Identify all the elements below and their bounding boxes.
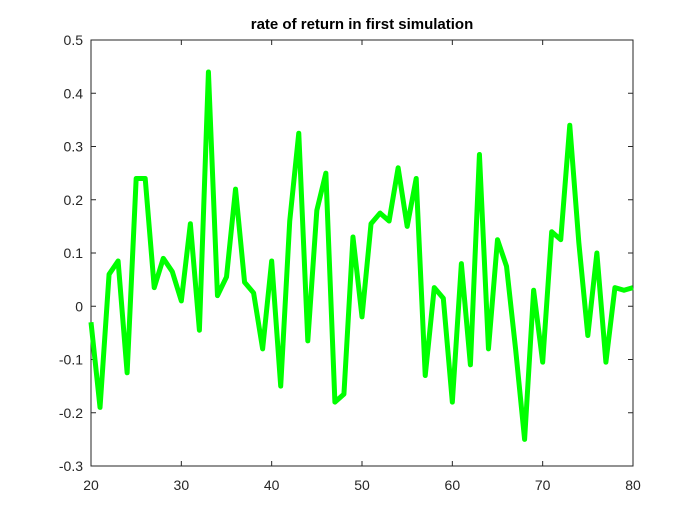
x-tick-label: 60 [445, 477, 461, 493]
y-tick-label: -0.3 [59, 458, 83, 474]
y-tick-label: 0.5 [64, 32, 84, 48]
series-line-0 [88, 69, 634, 442]
x-tick-label: 40 [264, 477, 280, 493]
x-tick-label: 50 [354, 477, 370, 493]
y-tick-label: 0 [75, 298, 83, 314]
x-tick-label: 30 [174, 477, 190, 493]
y-tick-label: 0.3 [64, 139, 84, 155]
chart-title: rate of return in first simulation [251, 16, 474, 33]
y-tick-label: -0.2 [59, 405, 83, 421]
axis-ticks: 20 30 40 50 60 70 80 -0.3 -0.2 -0.1 0 0.1 0.2 0.3 0.4 0… [59, 32, 641, 493]
x-tick-label: 20 [83, 477, 99, 493]
y-tick-label: 0.2 [64, 192, 84, 208]
series-group [88, 69, 634, 442]
plot-area-frame [90, 39, 634, 467]
y-tick-label: -0.1 [59, 352, 83, 368]
y-tick-label: 0.1 [64, 245, 84, 261]
y-tick-label: 0.4 [64, 85, 84, 101]
x-tick-label: 80 [625, 477, 641, 493]
x-tick-label: 70 [535, 477, 551, 493]
